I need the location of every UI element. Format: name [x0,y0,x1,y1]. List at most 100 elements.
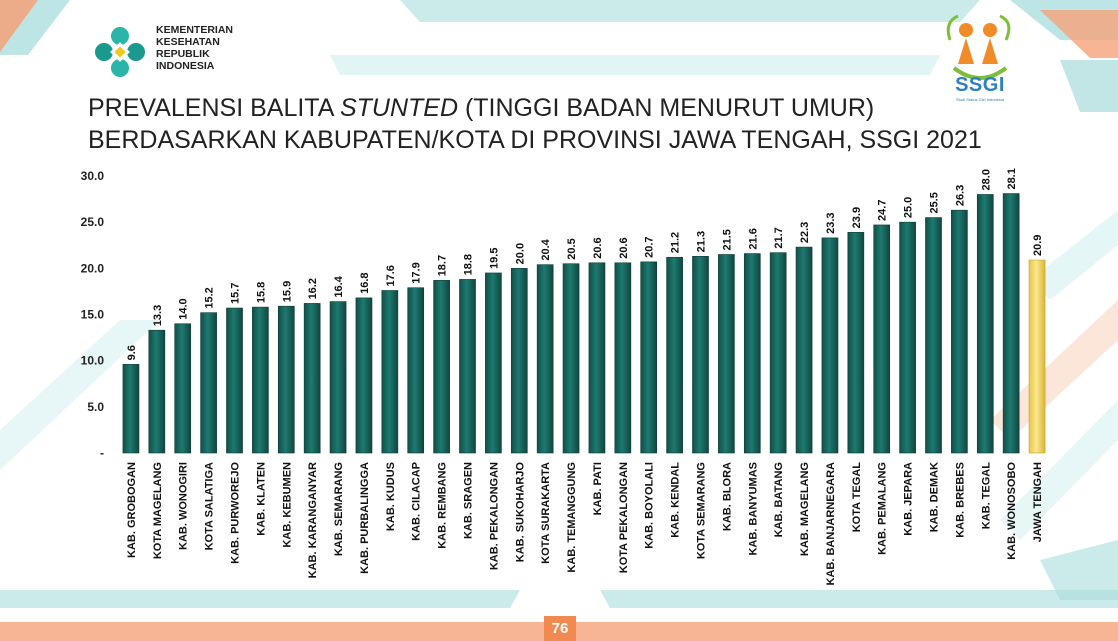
value-label: 20.6 [592,237,604,258]
value-labels-group: 9.6 13.3 14.0 15.2 15.7 15.8 15.9 16.2 16.4 16.8 1… [126,168,1044,360]
x-tick-label: KAB. PEKALONGAN [488,462,500,570]
x-tick-label: KOTA PEKALONGAN [618,462,630,573]
x-tick-label: KAB. KARANGANYAR [307,462,319,578]
x-tick-label: KAB. CILACAP [411,462,423,541]
value-label: 21.2 [670,232,682,253]
x-tick-label: KAB. PURWOREJO [230,462,242,564]
bar [640,261,658,454]
deco-band-top-orange [0,0,38,52]
value-label: 15.8 [255,282,267,303]
bar [692,256,709,454]
value-label: 25.5 [929,192,941,213]
bar [510,268,528,454]
kemenkes-wordmark: KEMENTERIAN KESEHATAN REPUBLIK INDONESIA [156,24,233,72]
deco-band-right-teal [1060,60,1118,112]
x-tick-label: JAWA TENGAH [1032,462,1044,542]
bar [433,280,450,454]
value-label: 20.4 [540,238,552,260]
value-label: 15.2 [204,287,216,308]
x-tick-label: KAB. TEGAL [980,462,992,530]
bar [743,253,761,454]
value-label: 15.7 [230,283,242,304]
bar [303,303,321,454]
x-tick-label: KAB. SEMARANG [333,462,345,556]
bar-highlight [1028,259,1046,454]
x-tick-label: KAB. KEBUMEN [281,462,293,548]
value-label: 18.8 [463,254,475,275]
value-label: 16.8 [359,272,371,293]
bar [821,237,839,454]
value-label: 28.1 [1006,168,1018,189]
y-tick-label: 10.0 [81,354,105,368]
value-label: 28.0 [980,169,992,190]
page-number: 76 [544,616,576,641]
bar [951,209,968,454]
bar [769,252,787,454]
title-line-1-em: STUNTED [339,94,459,122]
kemenkes-line-2: KESEHATAN [156,36,220,48]
y-tick-label: - [100,446,104,460]
bar [122,364,140,454]
value-label: 21.6 [747,228,759,249]
y-axis: - 5.0 10.0 15.0 20.0 25.0 30.0 [81,169,105,460]
x-tick-label: KOTA SALATIGA [204,462,216,550]
value-label: 20.5 [566,238,578,259]
bar [666,256,683,454]
x-tick-label: KAB. BANYUMAS [747,462,759,556]
x-tick-label: KAB. BOYOLALI [644,462,656,549]
chart-title: PREVALENSI BALITA STUNTED (TINGGI BADAN … [88,92,982,156]
bar [200,312,217,454]
x-tick-label: KAB. BLORA [721,462,733,531]
value-label: 24.7 [877,200,889,221]
bar [407,287,425,454]
bar [614,262,632,454]
x-tick-label: KAB. BREBES [954,462,966,538]
bar [277,305,295,454]
x-tick-label: KOTA TEGAL [851,462,863,533]
bar [1002,193,1020,454]
title-line-2: BERDASARKAN KABUPATEN/KOTA DI PROVINSI J… [88,126,982,154]
bar [148,329,166,454]
x-tick-label: KOTA MAGELANG [152,462,164,559]
value-label: 14.0 [178,298,190,319]
deco-band-top-right-orange [1040,10,1118,58]
value-label: 19.5 [488,248,500,269]
x-tick-label: KAB. KUDUS [385,462,397,531]
deco-stripe-right-2 [990,300,1118,440]
x-tick-label: KAB. BANJARNEGARA [825,462,837,586]
bar [355,297,373,454]
value-label: 17.9 [411,262,423,283]
value-label: 20.9 [1032,235,1044,256]
title-line-1-a: PREVALENSI BALITA [88,94,340,122]
x-tick-label: KAB. JEPARA [903,462,915,536]
ssgi-logo [946,14,1011,80]
value-label: 25.0 [903,197,915,218]
x-tick-label: KAB. BATANG [773,462,785,537]
ssgi-wordmark: SSGI [955,74,1005,96]
bar [562,263,580,454]
x-tick-labels-group: KAB. GROBOGAN KOTA MAGELANG KAB. WONOGIRI K… [126,462,1044,586]
x-tick-label: KAB. KENDAL [670,462,682,538]
deco-band-mid-teal [330,55,940,75]
deco-stripe-right-1 [1030,210,1118,300]
x-tick-label: KOTA SEMARANG [696,462,708,559]
value-label: 16.2 [307,278,319,299]
bar [899,221,916,454]
kemenkes-line-3: REPUBLIK [156,48,210,60]
value-label: 21.7 [773,227,785,248]
x-tick-label: KAB. TEMANGGUNG [566,462,578,573]
x-tick-label: KAB. REMBANG [437,462,449,549]
bars-group [122,193,1046,454]
deco-band-bottom-right [600,590,1118,608]
bar [795,246,813,454]
x-tick-label: KOTA SURAKARTA [540,462,552,564]
kemenkes-line-4: INDONESIA [156,60,215,72]
value-label: 16.4 [333,275,345,297]
bar [174,323,192,454]
kemenkes-line-1: KEMENTERIAN [156,24,234,36]
x-tick-label: KAB. DEMAK [929,462,941,532]
x-tick-label: KAB. KLATEN [255,462,267,536]
value-label: 15.9 [281,281,293,302]
x-tick-label: KAB. WONOSOBO [1006,462,1018,560]
